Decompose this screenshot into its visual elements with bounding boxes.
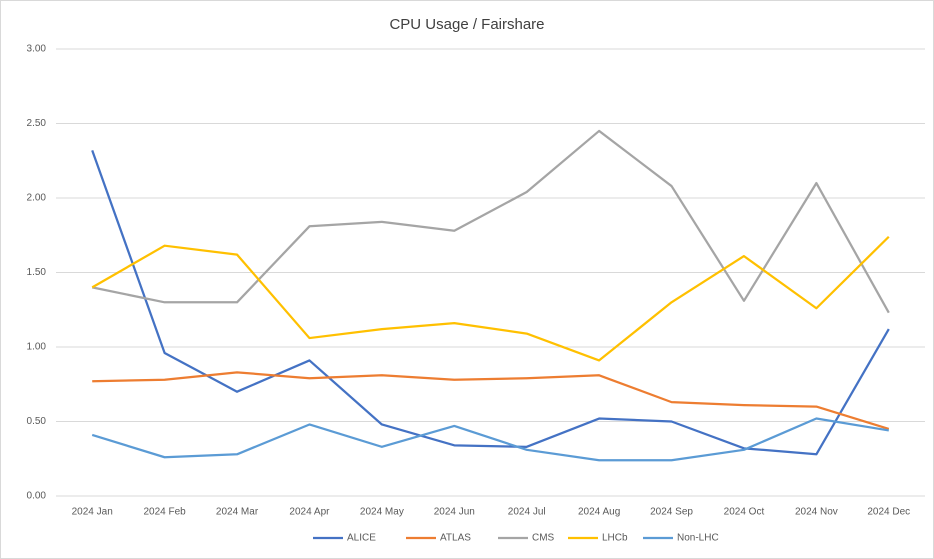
y-tick-label: 2.00: [27, 193, 47, 204]
legend-label: Non-LHC: [677, 533, 719, 544]
series-line: [91, 235, 890, 362]
x-tick-label: 2024 Apr: [289, 507, 330, 518]
x-tick-label: 2024 Mar: [216, 507, 259, 518]
legend-label: ALICE: [347, 533, 376, 544]
x-tick-label: 2024 Feb: [143, 507, 186, 518]
y-tick-label: 1.00: [27, 342, 47, 353]
x-tick-label: 2024 Aug: [578, 507, 620, 518]
series-line: [91, 417, 889, 462]
x-tick-label: 2024 Dec: [867, 507, 910, 518]
series-line: [91, 129, 890, 314]
y-tick-label: 1.50: [27, 267, 47, 278]
chart-title: CPU Usage / Fairshare: [389, 16, 544, 33]
x-tick-label: 2024 Jun: [434, 507, 475, 518]
y-tick-label: 3.00: [27, 44, 47, 55]
legend-label: CMS: [532, 533, 555, 544]
y-tick-label: 0.00: [27, 491, 47, 502]
x-tick-label: 2024 Nov: [795, 507, 838, 518]
y-tick-label: 2.50: [27, 118, 47, 129]
series-line: [91, 149, 890, 456]
x-tick-label: 2024 Jul: [508, 507, 546, 518]
x-tick-label: 2024 Jan: [72, 507, 113, 518]
x-tick-label: 2024 May: [360, 507, 404, 518]
legend-label: LHCb: [602, 533, 628, 544]
x-tick-label: 2024 Oct: [724, 507, 765, 518]
y-tick-label: 0.50: [27, 416, 47, 427]
series-line: [92, 371, 890, 431]
legend-label: ATLAS: [440, 533, 471, 544]
x-tick-label: 2024 Sep: [650, 507, 693, 518]
